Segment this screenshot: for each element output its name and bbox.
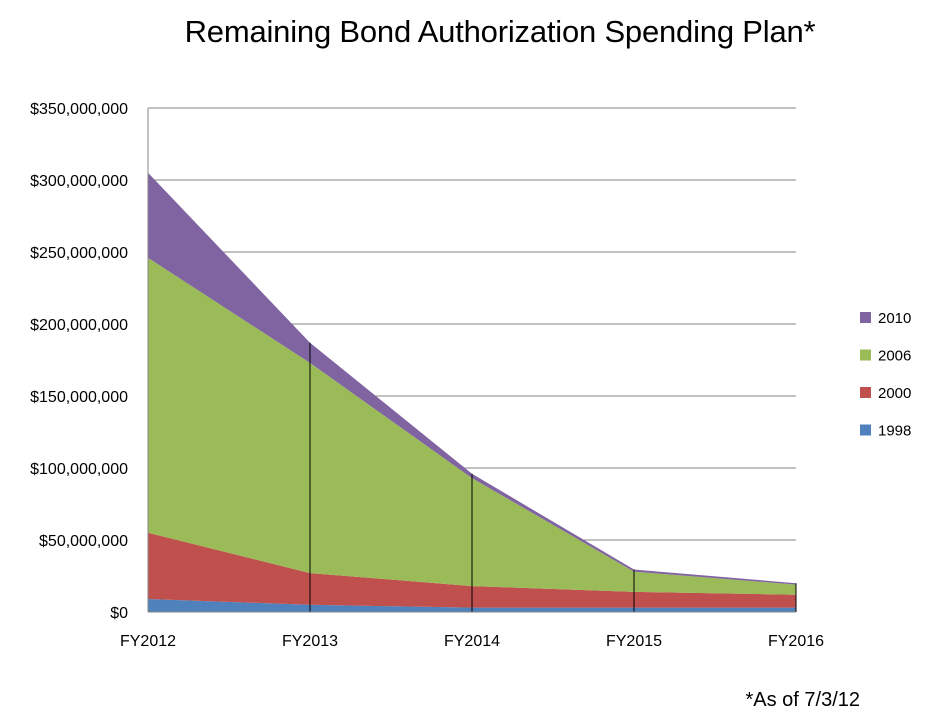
y-tick-label-3: $150,000,000 [30,389,128,406]
y-tick-label-0: $0 [110,605,128,622]
legend-label-1998: 1998 [878,423,911,440]
legend-label-2006: 2006 [878,348,911,365]
y-tick-label-5: $250,000,000 [30,245,128,262]
legend-swatch-2010 [860,312,871,323]
y-tick-label-6: $300,000,000 [30,173,128,190]
legend-label-2000: 2000 [878,385,911,402]
x-tick-label-FY2014: FY2014 [444,633,500,650]
legend-swatch-2006 [860,349,871,361]
legend-label-2010: 2010 [878,310,911,327]
footnote: *As of 7/3/12 [745,689,860,711]
legend-swatch-1998 [860,424,871,436]
axes [147,108,796,613]
y-tick-label-2: $100,000,000 [30,461,128,478]
legend-swatch-2000 [860,387,871,398]
x-tick-label-FY2012: FY2012 [120,633,176,650]
legend: 2010 2006 2000 1998 [860,310,911,440]
y-tick-label-4: $200,000,000 [30,317,128,334]
x-axis-tick-labels: FY2012 FY2013 FY2014 FY2015 FY2016 [120,633,824,650]
x-tick-label-FY2015: FY2015 [606,633,662,650]
y-axis-tick-labels: $0 $50,000,000 $100,000,000 $150,000,000 $20… [30,101,128,622]
x-tick-label-FY2016: FY2016 [768,633,824,650]
category-dividers [309,342,797,612]
y-tick-label-1: $50,000,000 [39,533,128,550]
x-tick-label-FY2013: FY2013 [282,633,338,650]
y-tick-label-7: $350,000,000 [30,101,128,118]
chart-title: Remaining Bond Authorization Spending Pl… [184,14,816,49]
